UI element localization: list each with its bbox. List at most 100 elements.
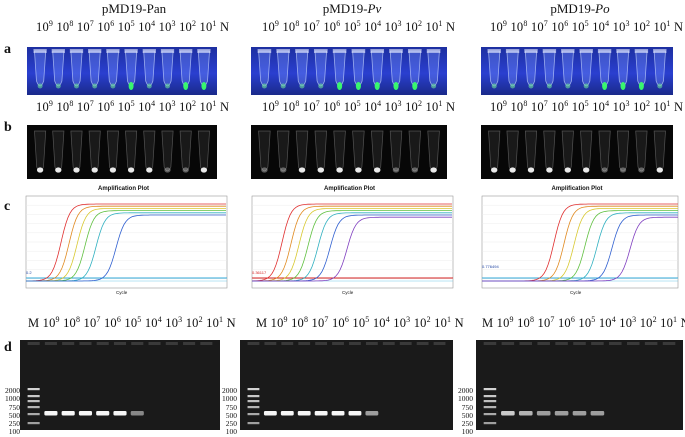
tube	[161, 130, 174, 172]
ladder-label: 1000	[458, 394, 473, 404]
amp-curve	[482, 216, 678, 282]
dilution-label: 101	[425, 99, 443, 115]
tube	[506, 130, 519, 172]
tube-cap	[160, 49, 175, 53]
tube-tip	[201, 82, 207, 90]
tube-tip	[280, 83, 286, 89]
gel-well	[264, 342, 277, 345]
gel-well	[44, 342, 57, 345]
tube-pellet	[200, 167, 208, 173]
dilution-label: 106	[557, 315, 576, 331]
amp-xlabel: Cycle	[342, 290, 354, 295]
ladder-band	[247, 388, 260, 391]
product-band	[572, 411, 587, 416]
tube-cap	[487, 49, 501, 53]
tube-tip	[638, 82, 644, 90]
dilution-label: 109	[490, 19, 508, 35]
tube-cap	[389, 49, 403, 53]
tube-tip	[657, 83, 663, 89]
tube-cap	[634, 49, 649, 53]
dark-photo-po	[481, 125, 673, 179]
product-band	[331, 411, 345, 416]
dilution-label: 101	[653, 19, 671, 35]
ladder-band	[483, 422, 497, 425]
dilution-label: 101	[653, 99, 671, 115]
dilution-label: 105	[571, 19, 589, 35]
tube-pellet	[392, 167, 400, 173]
dilution-label: 103	[393, 315, 411, 331]
gel-well	[281, 342, 294, 345]
gel-well	[200, 342, 213, 345]
dilution-label: 107	[76, 99, 94, 115]
product-band	[518, 411, 533, 416]
amp-plot-title: Amplification Plot	[98, 186, 149, 192]
tube	[314, 130, 328, 172]
dilution-label: 108	[510, 99, 528, 115]
dilution-label: 106	[97, 99, 115, 115]
row-label-a: a	[4, 42, 11, 57]
product-band	[280, 411, 294, 416]
product-band	[314, 411, 328, 416]
amp-curve	[26, 205, 226, 282]
ladder-labels-pv: 2000 1000 750 500 250 100	[217, 386, 237, 437]
tube-tip	[261, 83, 267, 89]
dark-tubes-pv	[258, 130, 440, 173]
product-band	[297, 411, 311, 416]
ladder-label: 500	[8, 410, 20, 420]
row-label-d: d	[4, 340, 12, 355]
marker-label: M	[482, 316, 497, 330]
tube	[352, 130, 365, 172]
gel-well	[609, 342, 622, 345]
tube-cap	[332, 49, 347, 53]
dilution-label: 104	[592, 19, 610, 35]
tube	[580, 50, 593, 87]
amp-xlabel: Cycle	[570, 290, 582, 295]
ladder-band	[483, 406, 497, 409]
ladder-band	[27, 388, 40, 391]
dilution-label: 105	[578, 315, 596, 331]
tube	[333, 130, 346, 172]
tube-cap	[351, 49, 366, 53]
uv-photo-pv	[251, 47, 447, 95]
dilution-label: 109	[496, 315, 514, 331]
dilution-label: 103	[384, 19, 402, 35]
dilution-label: 109	[42, 315, 60, 331]
dilution-label: 101	[206, 315, 224, 331]
dilution-scale-a-po: 109 108 107 106 105 104 103 102 101 N	[490, 20, 683, 35]
dilution-label: 107	[530, 19, 548, 35]
gel-well	[298, 342, 311, 345]
gel-well	[399, 342, 412, 345]
gel-well	[165, 342, 178, 345]
amp-curves-pv	[251, 195, 454, 289]
tube	[34, 130, 47, 172]
ladder-band	[483, 413, 497, 416]
product-band	[263, 411, 277, 416]
tube-pellet	[656, 167, 663, 173]
product-band	[501, 411, 515, 416]
amp-threshold-label: 0.2	[26, 270, 32, 275]
gel-image-po	[476, 340, 683, 430]
product-band	[590, 411, 605, 416]
tube-tip	[583, 83, 589, 89]
dilution-scale-b-pan: 109 108 107 106 105 104 103 102 101 N	[36, 100, 229, 115]
tube-pellet	[336, 167, 343, 173]
gel-well	[537, 342, 550, 345]
product-band	[78, 411, 93, 416]
tube-pellet	[509, 167, 516, 173]
tube	[653, 50, 666, 87]
gel-well	[626, 342, 640, 345]
ladder-label: 2000	[222, 386, 237, 395]
tube-tip	[37, 83, 43, 89]
gel-well	[27, 342, 40, 345]
gel-well	[519, 342, 533, 345]
gel-well	[382, 342, 395, 345]
dilution-label: 104	[138, 19, 156, 35]
tube-tip	[620, 82, 626, 90]
tube	[276, 50, 290, 87]
negative-label: N	[226, 316, 236, 330]
tube-cap	[407, 49, 422, 53]
tube-tip	[510, 83, 516, 89]
dilution-label: 107	[76, 19, 94, 35]
tube-cap	[88, 49, 102, 53]
tube-pellet	[373, 167, 381, 173]
